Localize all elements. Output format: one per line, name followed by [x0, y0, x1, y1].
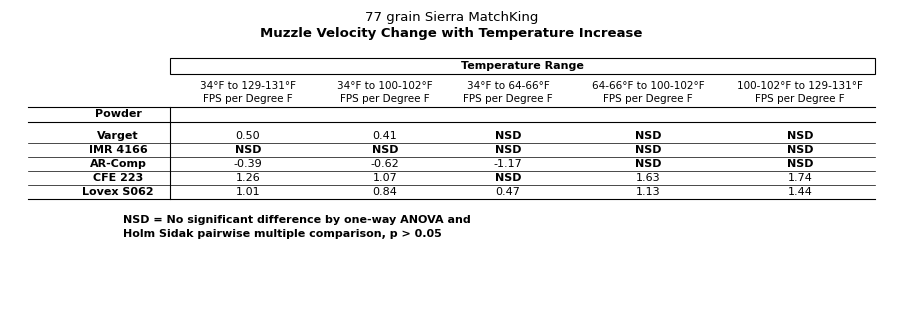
Text: FPS per Degree F: FPS per Degree F: [203, 94, 292, 104]
Text: 1.44: 1.44: [787, 187, 812, 197]
Text: NSD: NSD: [786, 145, 813, 155]
Text: NSD = No significant difference by one-way ANOVA and: NSD = No significant difference by one-w…: [123, 215, 470, 225]
Text: -0.39: -0.39: [234, 159, 262, 169]
FancyBboxPatch shape: [170, 58, 874, 74]
Text: IMR 4166: IMR 4166: [88, 145, 147, 155]
Text: 0.50: 0.50: [235, 131, 260, 141]
Text: NSD: NSD: [494, 173, 520, 183]
Text: 1.74: 1.74: [787, 173, 812, 183]
Text: 34°F to 100-102°F: 34°F to 100-102°F: [336, 81, 432, 91]
Text: NSD: NSD: [634, 131, 660, 141]
Text: 34°F to 129-131°F: 34°F to 129-131°F: [199, 81, 296, 91]
Text: Muzzle Velocity Change with Temperature Increase: Muzzle Velocity Change with Temperature …: [260, 26, 642, 39]
Text: CFE 223: CFE 223: [93, 173, 143, 183]
Text: Lovex S062: Lovex S062: [82, 187, 153, 197]
Text: NSD: NSD: [634, 145, 660, 155]
Text: Temperature Range: Temperature Range: [461, 61, 584, 71]
Text: Varget: Varget: [97, 131, 139, 141]
Text: NSD: NSD: [235, 145, 261, 155]
Text: 1.26: 1.26: [235, 173, 260, 183]
Text: -1.17: -1.17: [493, 159, 521, 169]
Text: -0.62: -0.62: [370, 159, 399, 169]
Text: 1.13: 1.13: [635, 187, 659, 197]
Text: 1.01: 1.01: [235, 187, 260, 197]
Text: FPS per Degree F: FPS per Degree F: [754, 94, 844, 104]
Text: FPS per Degree F: FPS per Degree F: [463, 94, 552, 104]
Text: 64-66°F to 100-102°F: 64-66°F to 100-102°F: [591, 81, 704, 91]
Text: Powder: Powder: [95, 109, 142, 119]
Text: 0.47: 0.47: [495, 187, 520, 197]
Text: FPS per Degree F: FPS per Degree F: [603, 94, 692, 104]
Text: NSD: NSD: [786, 131, 813, 141]
Text: NSD: NSD: [786, 159, 813, 169]
Text: NSD: NSD: [494, 131, 520, 141]
Text: NSD: NSD: [494, 145, 520, 155]
Text: 1.07: 1.07: [373, 173, 397, 183]
Text: NSD: NSD: [372, 145, 398, 155]
Text: 1.63: 1.63: [635, 173, 659, 183]
Text: 0.41: 0.41: [373, 131, 397, 141]
Text: NSD: NSD: [634, 159, 660, 169]
Text: 77 grain Sierra MatchKing: 77 grain Sierra MatchKing: [364, 11, 538, 24]
Text: 34°F to 64-66°F: 34°F to 64-66°F: [466, 81, 548, 91]
Text: Holm Sidak pairwise multiple comparison, p > 0.05: Holm Sidak pairwise multiple comparison,…: [123, 229, 441, 239]
Text: AR-Comp: AR-Comp: [89, 159, 146, 169]
Text: 100-102°F to 129-131°F: 100-102°F to 129-131°F: [736, 81, 862, 91]
Text: FPS per Degree F: FPS per Degree F: [340, 94, 429, 104]
Text: 0.84: 0.84: [373, 187, 397, 197]
